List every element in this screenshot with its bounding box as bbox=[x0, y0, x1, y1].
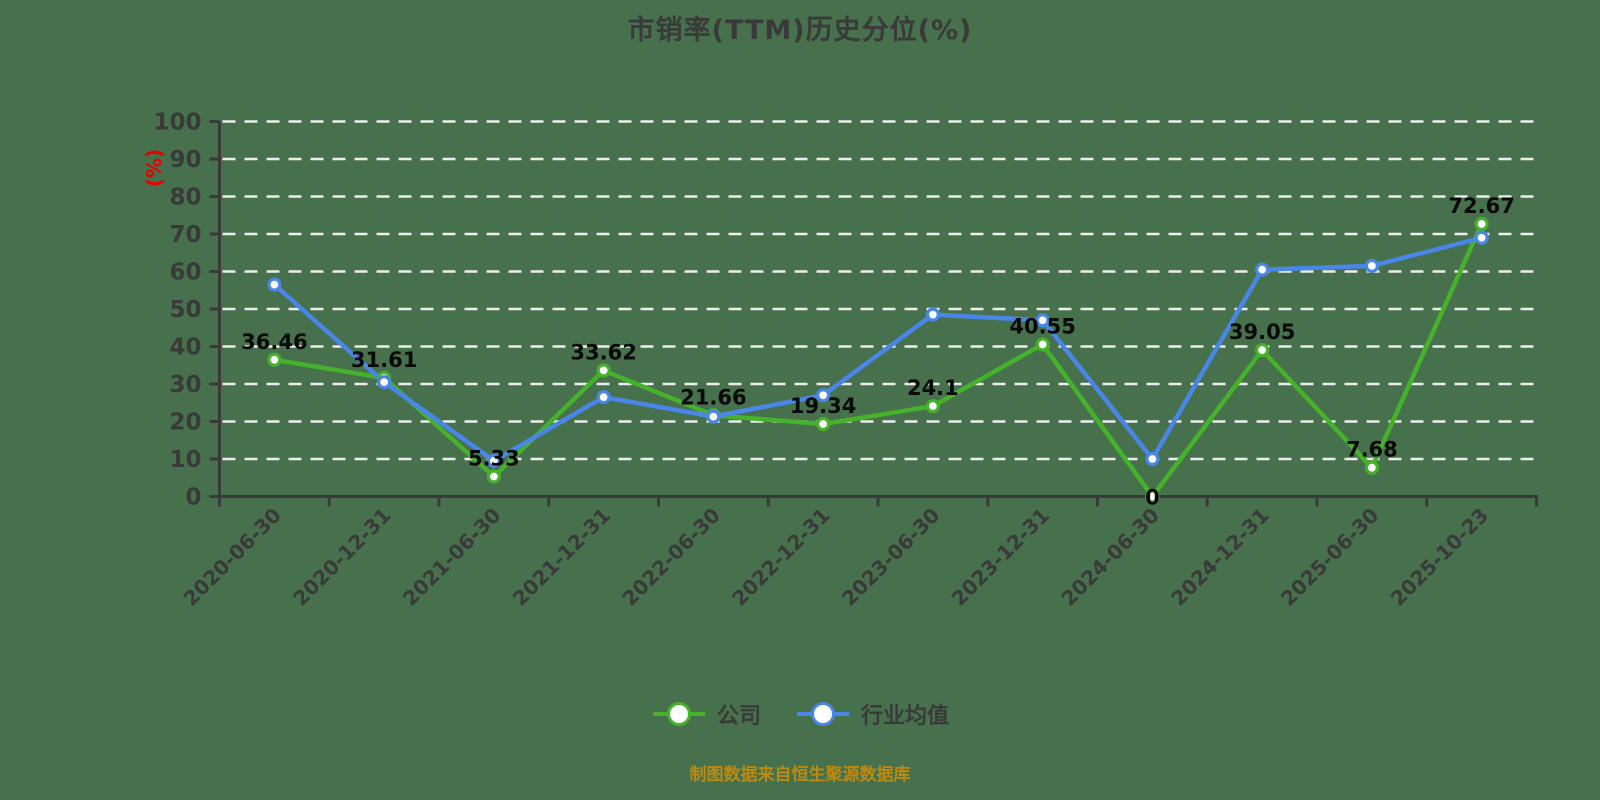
legend-item-industry-average[interactable]: 行业均值 bbox=[795, 698, 949, 730]
y-axis-tick-label: 70 bbox=[169, 222, 201, 248]
y-axis-tick-label: 20 bbox=[169, 410, 201, 436]
data-point-industry-average[interactable] bbox=[1474, 230, 1489, 245]
data-point-company[interactable] bbox=[1035, 337, 1050, 352]
data-point-company[interactable] bbox=[1364, 460, 1379, 475]
data-point-label: 72.67 bbox=[1448, 194, 1514, 218]
x-axis-tick-label: 2022-12-31 bbox=[727, 503, 834, 610]
data-point-industry-average[interactable] bbox=[486, 453, 501, 468]
data-point-industry-average[interactable] bbox=[1364, 258, 1379, 273]
series-line-industry-average bbox=[272, 235, 1484, 464]
data-source-note: 制图数据来自恒生聚源数据库 bbox=[689, 765, 911, 785]
x-axis-tick-label: 2024-12-31 bbox=[1166, 503, 1273, 610]
data-point-company[interactable] bbox=[1255, 342, 1270, 358]
data-point-label: 7.68 bbox=[1346, 438, 1398, 462]
legend-line-marker-icon bbox=[797, 702, 849, 726]
y-axis-tick-label: 10 bbox=[169, 447, 201, 473]
data-point-label: 19.34 bbox=[790, 394, 856, 418]
y-axis-tick-label: 50 bbox=[169, 297, 201, 323]
x-axis-tick-label: 2020-06-30 bbox=[178, 503, 285, 610]
y-axis-tick-label: 100 bbox=[153, 110, 201, 136]
y-axis-tick-label: 90 bbox=[169, 147, 201, 173]
data-point-label: 36.46 bbox=[241, 330, 307, 354]
data-point-industry-average[interactable] bbox=[596, 390, 611, 405]
x-axis-tick-label: 2024-06-30 bbox=[1056, 503, 1163, 610]
legend-line-marker-icon bbox=[652, 702, 705, 726]
legend-label-industry-average: 行业均值 bbox=[861, 704, 950, 729]
data-point-company[interactable] bbox=[486, 469, 501, 484]
y-axis-tick-label: 30 bbox=[169, 372, 201, 398]
x-axis-tick-label: 2023-06-30 bbox=[837, 503, 944, 610]
data-point-label: 39.05 bbox=[1229, 320, 1295, 344]
data-point-company[interactable] bbox=[1474, 216, 1489, 232]
series-line-company bbox=[272, 221, 1484, 499]
data-point-company[interactable] bbox=[816, 416, 831, 432]
data-point-company[interactable] bbox=[267, 352, 282, 367]
data-point-label: 24.1 bbox=[907, 376, 959, 400]
data-point-industry-average[interactable] bbox=[1255, 262, 1270, 277]
chart-title: 市销率(TTM)历史分位(%) bbox=[627, 15, 973, 46]
plot-area: 0 10 20 30 40 50 60 70 80 90 100 2020-06-30 2020-12-… bbox=[153, 110, 1538, 611]
legend-item-company[interactable]: 公司 bbox=[651, 698, 761, 730]
y-axis-tick-label: 60 bbox=[169, 260, 201, 286]
y-axis-tick-label: 80 bbox=[169, 185, 201, 211]
x-axis-tick-label: 2025-10-23 bbox=[1386, 503, 1493, 610]
data-point-label: 31.61 bbox=[351, 348, 417, 372]
legend: 公司 行业均值 bbox=[0, 698, 1600, 730]
x-axis-tick-label: 2020-12-31 bbox=[288, 503, 395, 610]
x-axis-tick-label: 2022-06-30 bbox=[617, 503, 724, 610]
data-point-label: 21.66 bbox=[680, 385, 746, 409]
y-axis-tick-label: 0 bbox=[185, 485, 201, 511]
data-point-industry-average[interactable] bbox=[377, 375, 392, 390]
data-point-label: 40.55 bbox=[1009, 314, 1075, 338]
x-axis-tick-label: 2021-06-30 bbox=[398, 503, 505, 610]
data-point-industry-average[interactable] bbox=[1035, 313, 1050, 328]
data-point-company[interactable] bbox=[1145, 489, 1160, 504]
x-axis-tick-label: 2023-12-31 bbox=[947, 503, 1054, 610]
data-point-company[interactable] bbox=[596, 363, 611, 378]
data-point-company[interactable] bbox=[925, 399, 940, 414]
data-point-industry-average[interactable] bbox=[267, 277, 282, 292]
data-point-label: 0 bbox=[1145, 486, 1160, 510]
data-point-label: 5.33 bbox=[468, 447, 520, 471]
legend-label-company: 公司 bbox=[716, 704, 761, 729]
y-axis-tick-label: 40 bbox=[169, 335, 201, 361]
data-point-industry-average[interactable] bbox=[816, 388, 831, 403]
x-axis-tick-label: 2021-12-31 bbox=[508, 503, 615, 610]
data-point-industry-average[interactable] bbox=[925, 307, 940, 322]
data-point-industry-average[interactable] bbox=[706, 409, 721, 424]
data-point-label: 33.62 bbox=[570, 340, 636, 364]
x-axis-tick-label: 2025-06-30 bbox=[1276, 503, 1383, 610]
data-point-industry-average[interactable] bbox=[1145, 451, 1160, 467]
